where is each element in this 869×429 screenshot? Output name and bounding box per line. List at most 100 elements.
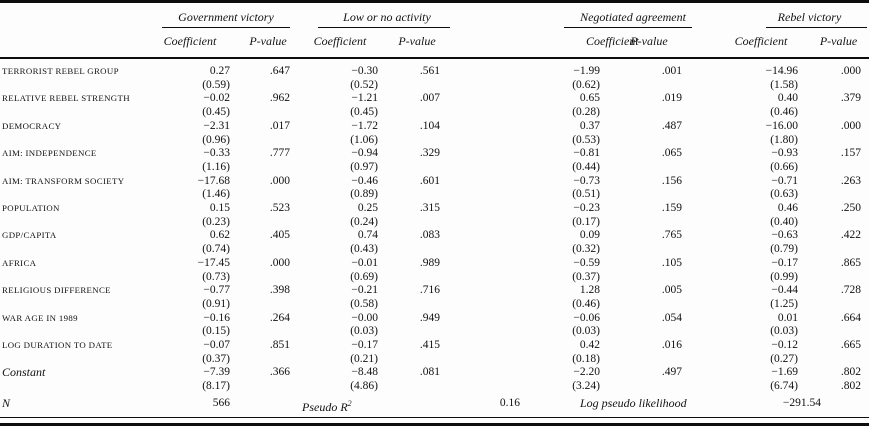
pseudo-r2-superscript: 2 — [347, 398, 352, 408]
standard-error: (0.27) — [770, 352, 798, 365]
standard-error: (3.24) — [572, 380, 600, 393]
coefficient-value: −1.21 — [351, 92, 378, 105]
standard-error: (0.46) — [572, 297, 600, 310]
coefficient-cell: −1.21 (0.45) — [302, 92, 394, 119]
coefficient-value: −0.17 — [771, 256, 798, 269]
standard-error: (0.53) — [572, 133, 600, 146]
coefficient-value: 0.01 — [777, 311, 798, 324]
pvalue-secondary — [814, 134, 861, 148]
standard-error: (0.51) — [572, 188, 600, 201]
pvalue-cell: .157 — [814, 147, 869, 174]
pvalue-cell: .802.802 — [814, 366, 869, 393]
coefficient-cell: −14.96 (1.58) — [694, 65, 814, 92]
log-likelihood-label: Log pseudo likelihood — [580, 395, 687, 410]
header-rule — [0, 57, 869, 59]
pvalue: .523 — [269, 202, 290, 215]
coefficient-value: −8.48 — [351, 366, 378, 379]
coefficient-cell: −0.06 (0.03) — [556, 312, 616, 339]
pvalue-secondary — [814, 353, 861, 367]
pvalue-secondary — [246, 243, 290, 257]
standard-error: (0.66) — [770, 160, 798, 173]
coefficient-cell: 1.28 (0.46) — [556, 284, 616, 311]
pvalue-secondary — [246, 298, 290, 312]
pvalue-cell: .159 — [616, 202, 694, 229]
pvalue: .665 — [840, 339, 861, 352]
coefficient-cell: −0.63 (0.79) — [694, 229, 814, 256]
coefficient-value: −17.45 — [197, 256, 230, 269]
n-value: 566 — [212, 396, 230, 409]
coefficient-cell: −0.00 (0.03) — [302, 312, 394, 339]
pvalue: .157 — [840, 147, 861, 160]
standard-error: (1.06) — [350, 133, 378, 146]
standard-error: (0.03) — [572, 325, 600, 338]
pvalue-cell: .422 — [814, 229, 869, 256]
coefficient-cell: −0.16 (0.15) — [150, 312, 246, 339]
coefficient-value: 0.27 — [209, 65, 230, 77]
standard-error: (0.15) — [202, 325, 230, 338]
table-row: RELATIVE REBEL STRENGTH −0.02 (0.45) .962 −… — [0, 92, 869, 119]
pvalue: .159 — [661, 202, 682, 215]
pvalue: .000 — [840, 65, 861, 77]
coefficient-cell: 0.01 (0.03) — [694, 312, 814, 339]
standard-error: (0.03) — [770, 325, 798, 338]
coefficient-cell: −17.45 (0.73) — [150, 257, 246, 284]
table-row: AIM: INDEPENDENCE −0.33 (1.16) .777 −0.94 (0… — [0, 147, 869, 174]
table-row: LOG DURATION TO DATE −0.07 (0.37) .851 −0.1… — [0, 339, 869, 366]
pvalue-secondary — [246, 106, 290, 120]
standard-error: (0.62) — [572, 78, 600, 91]
spacer — [452, 92, 556, 119]
pvalue-secondary — [814, 243, 861, 257]
coefficient-cell: 0.46 (0.40) — [694, 202, 814, 229]
coefficient-cell: −1.99 (0.62) — [556, 65, 616, 92]
pvalue-cell: .523 — [246, 202, 302, 229]
standard-error: (0.97) — [350, 160, 378, 173]
pvalue: .366 — [269, 366, 290, 379]
pvalue-secondary — [814, 271, 861, 285]
pvalue: .065 — [661, 147, 682, 160]
pvalue-secondary — [616, 325, 682, 339]
standard-error: (0.17) — [572, 215, 600, 228]
pvalue-cell: .728 — [814, 284, 869, 311]
pvalue-cell: .054 — [616, 312, 694, 339]
pvalue-cell: .005 — [616, 284, 694, 311]
pvalue-secondary — [616, 161, 682, 175]
spacer — [452, 147, 556, 174]
standard-error: (1.46) — [202, 188, 230, 201]
pvalue: .017 — [269, 119, 290, 132]
pvalue-cell: .001 — [616, 65, 694, 92]
pvalue-secondary — [246, 134, 290, 148]
pvalue: .865 — [840, 256, 861, 269]
pvalue-cell: .017 — [246, 120, 302, 147]
pvalue-cell: .665 — [814, 339, 869, 366]
standard-error: (1.25) — [770, 297, 798, 310]
coefficient-value: −0.02 — [203, 92, 230, 105]
standard-error: (4.86) — [350, 380, 378, 393]
pvalue: .989 — [419, 256, 440, 269]
spacer — [452, 257, 556, 284]
subheader-row: Coefficient P-value Coefficient P-value … — [0, 28, 869, 54]
coefficient-value: −0.73 — [573, 174, 600, 187]
coefficient-cell: −0.21 (0.58) — [302, 284, 394, 311]
pvalue: .250 — [840, 202, 861, 215]
group-title: Rebel victory — [777, 10, 842, 24]
column-group-header-row: Government victory Low or no activity Ne… — [0, 3, 869, 28]
pvalue-cell: .263 — [814, 175, 869, 202]
pvalue: .497 — [661, 366, 682, 379]
pvalue-cell: .104 — [394, 120, 452, 147]
standard-error: (6.74) — [770, 380, 798, 393]
column-header-coefficient: Coefficient — [313, 33, 367, 48]
coefficient-cell: 0.15 (0.23) — [150, 202, 246, 229]
pvalue: .405 — [269, 229, 290, 242]
coefficient-value: −1.72 — [351, 119, 378, 132]
coefficient-value: −0.94 — [351, 147, 378, 160]
coefficient-value: −0.21 — [351, 284, 378, 297]
pvalue-secondary — [246, 161, 290, 175]
group-title: Government victory — [178, 10, 274, 24]
pvalue: .647 — [269, 65, 290, 77]
standard-error: (1.58) — [770, 78, 798, 91]
pvalue: .007 — [419, 92, 440, 105]
pvalue: .329 — [419, 147, 440, 160]
coefficient-value: −0.07 — [203, 339, 230, 352]
pvalue: .264 — [269, 311, 290, 324]
coefficient-cell: 0.65 (0.28) — [556, 92, 616, 119]
